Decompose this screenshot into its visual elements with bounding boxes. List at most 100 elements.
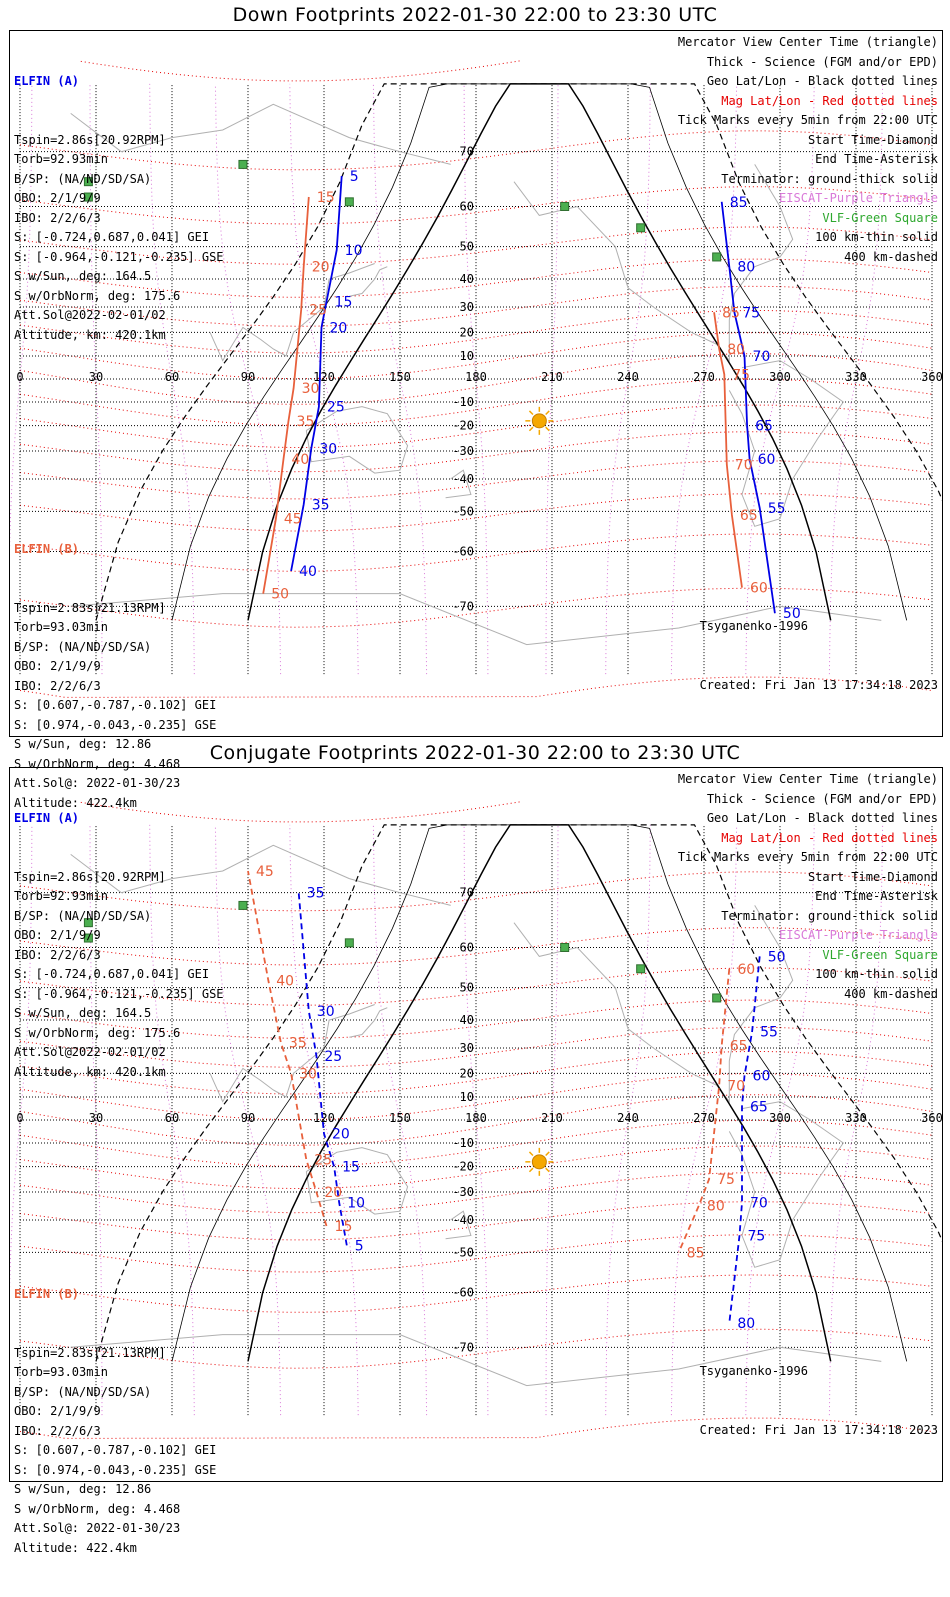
- elfin-b-lines: Tspin=2.83s[21.13RPM] Torb=93.03min B/SP: …: [14, 1344, 216, 1559]
- legend-entry: EISCAT-Purple Triangle: [779, 191, 938, 205]
- mag-lon-line: [289, 83, 359, 675]
- info-line: Altitude: 422.4km: [14, 1540, 137, 1555]
- info-line: IBO: 2/2/6/3: [14, 947, 101, 962]
- lat-tick-label: 30: [460, 300, 474, 314]
- elfin_a_down-tick-label: 85: [730, 195, 748, 211]
- lat-tick-label: -50: [452, 1245, 474, 1259]
- mag-lon-line: [670, 824, 738, 1416]
- mag-lat-line: [19, 332, 933, 380]
- elfin_b_down-tick-label: 25: [309, 303, 327, 319]
- info-line: S: [0.607,-0.787,-0.102] GEI: [14, 698, 217, 712]
- vlf-station-square: [83, 177, 93, 187]
- info-line: S: [-0.724,0.687,0.041] GEI: [14, 230, 210, 244]
- info-line: S w/Sun, deg: 164.5: [14, 269, 152, 283]
- elfin_a_conjugate-tick-label: 60: [753, 1069, 771, 1085]
- lat-tick-label: 10: [460, 349, 474, 363]
- lon-tick-label: 60: [165, 370, 179, 384]
- mag-lat-line: [19, 1145, 933, 1189]
- elfin_a_down-tick-label: 25: [327, 400, 345, 416]
- elfin_a_down-tick-label: 35: [312, 497, 330, 513]
- elfin_b_conjugate-tick-label: 70: [727, 1078, 745, 1094]
- vlf-station-square: [636, 964, 646, 974]
- info-line: S: [-0.964,-0.121,-0.235] GSE: [14, 986, 224, 1001]
- elfin_b_conjugate-tick-label: 30: [299, 1066, 317, 1082]
- legend-entry: Tick Marks every 5min from 22:00 UTC: [677, 850, 938, 864]
- elfin_b_down-tick-label: 40: [291, 452, 309, 468]
- lon-tick-label: 90: [241, 1111, 255, 1125]
- elfin_a_conjugate-track: [297, 892, 348, 1246]
- info-line: B/SP: (NA/ND/SD/SA): [14, 639, 152, 654]
- mag-lat-line: [19, 404, 933, 448]
- info-line: B/SP: (NA/ND/SD/SA): [14, 171, 152, 186]
- legend-entry: Mag Lat/Lon - Red dotted lines: [721, 830, 938, 845]
- map-frame: 0 30 60 90 120 150 180 210 240 270 300 330 360 70 60 50…: [9, 30, 943, 810]
- lat-tick-label: 50: [460, 981, 474, 995]
- terminator-400km: [95, 83, 942, 621]
- elfin_a_conjugate-tick-label: 75: [747, 1228, 765, 1244]
- elfin_a_conjugate-tick-label: 80: [737, 1316, 755, 1332]
- elfin_a_conjugate-tick-label: 15: [342, 1160, 360, 1176]
- lon-tick-label: 0: [16, 1111, 23, 1125]
- model-label: Tsyganenko-1996: [699, 1364, 808, 1378]
- sun-ray: [545, 1151, 550, 1157]
- mag-lon-line: [372, 824, 428, 1416]
- elfin_a_conjugate-tick-label: 30: [317, 1004, 335, 1020]
- legend: Mercator View Center Time (triangle) Thic…: [678, 770, 938, 1004]
- info-line: Att.Sol@: 2022-01-30/23: [14, 776, 181, 790]
- elfin_b_conjugate-tick-label: 60: [737, 962, 755, 978]
- lat-tick-label: -10: [452, 1136, 474, 1150]
- info-line: Altitude, km: 420.1km: [14, 327, 166, 342]
- info-line: Torb=93.03min: [14, 1365, 108, 1379]
- mag-lat-line: [80, 801, 522, 823]
- elfin_b_down-track: [713, 312, 743, 588]
- lon-tick-label: 240: [617, 1111, 639, 1125]
- vlf-station-square: [344, 197, 354, 207]
- elfin_a_down-tick-label: 15: [335, 295, 353, 311]
- model-and-created: Tsyganenko-1996 Created: Fri Jan 13 17:3…: [700, 578, 938, 734]
- lat-tick-label: -20: [452, 1160, 474, 1174]
- info-line: Att.Sol@2022-02-01/02: [14, 308, 166, 322]
- vlf-station-square: [636, 223, 646, 233]
- info-line: Torb=92.93min: [14, 889, 108, 903]
- info-line: Tspin=2.86s[20.92RPM]: [14, 869, 166, 884]
- panel-conjugate: Conjugate Footprints 2022-01-30 22:00 to…: [0, 738, 950, 1555]
- lat-tick-label: 30: [460, 1041, 474, 1055]
- info-line: S w/Sun, deg: 12.86: [14, 1482, 152, 1496]
- legend-entry: Thick - Science (FGM and/or EPD): [706, 791, 938, 806]
- elfin_a_down-tick-label: 20: [329, 320, 347, 336]
- lat-tick-label: -30: [452, 444, 474, 458]
- info-line: Tspin=2.83s[21.13RPM]: [14, 600, 166, 615]
- coastline: [70, 103, 451, 165]
- elfin_b_conjugate-tick-label: 65: [730, 1038, 748, 1054]
- lat-tick-label: 20: [460, 325, 474, 339]
- mag-lat-line: [80, 60, 522, 82]
- coastline: [305, 406, 409, 474]
- sun-ray: [528, 426, 534, 432]
- vlf-station-square: [560, 201, 570, 211]
- elfin_b_down-tick-label: 85: [722, 305, 740, 321]
- elfin_b_conjugate-tick-label: 35: [289, 1036, 307, 1052]
- mag-lon-line: [745, 83, 815, 675]
- info-line: Tspin=2.83s[21.13RPM]: [14, 1345, 166, 1360]
- lon-tick-label: 180: [465, 370, 487, 384]
- info-line: Torb=93.03min: [14, 620, 108, 634]
- lon-tick-label: 120: [313, 370, 335, 384]
- info-line: S w/OrbNorm, deg: 175.6: [14, 1025, 181, 1040]
- legend-entry: VLF-Green Square: [822, 210, 938, 225]
- lat-tick-label: -20: [452, 419, 474, 433]
- info-line: Altitude, km: 420.1km: [14, 1064, 166, 1079]
- mag-lon-line: [828, 83, 884, 675]
- elfin_b_down-tick-label: 15: [317, 190, 335, 206]
- coastline: [70, 1334, 882, 1387]
- panel-down: Down Footprints 2022-01-30 22:00 to 23:3…: [0, 0, 950, 810]
- elfin_b_down-tick-label: 45: [284, 512, 302, 528]
- legend-entry: Terminator: ground-thick solid: [721, 171, 938, 186]
- lon-tick-label: 300: [769, 370, 791, 384]
- elfin_b_down-tick-label: 20: [312, 260, 330, 276]
- lat-tick-label: 50: [460, 240, 474, 254]
- legend-entry: 100 km-thin solid: [815, 967, 938, 981]
- legend: Mercator View Center Time (triangle) Thic…: [678, 33, 938, 267]
- elfin_b_down-tick-label: 60: [750, 581, 768, 597]
- lat-tick-label: -60: [452, 545, 474, 559]
- elfin-a-title: ELFIN (A): [14, 811, 80, 825]
